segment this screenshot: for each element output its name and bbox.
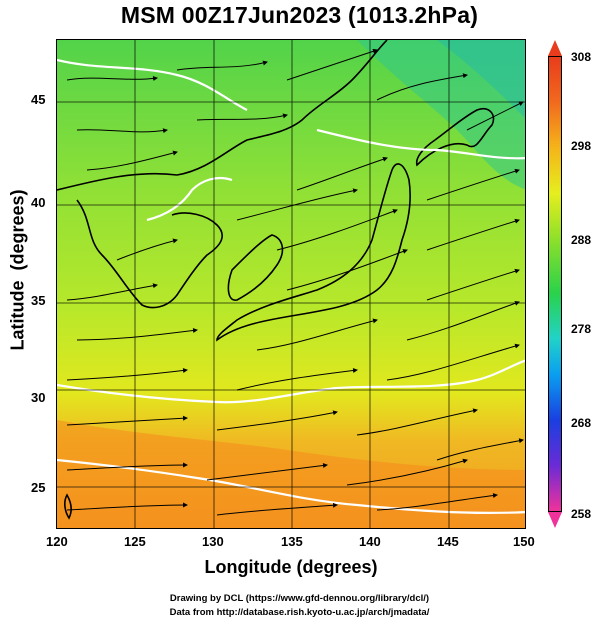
map-title: MSM 00Z17Jun2023 (1013.2hPa) bbox=[120, 2, 479, 28]
warm-region bbox=[57, 420, 525, 528]
colorbar-tick-label: 258 bbox=[571, 507, 592, 521]
x-tick-label: 135 bbox=[281, 534, 303, 549]
x-tick-label: 125 bbox=[124, 534, 146, 549]
colorbar-bottom-arrow bbox=[548, 512, 562, 528]
graticule bbox=[57, 40, 525, 528]
y-tick-label: 25 bbox=[31, 480, 46, 495]
x-tick-label: 120 bbox=[46, 534, 68, 549]
drawing-credit: Drawing by DCL (https://www.gfd-dennou.o… bbox=[169, 593, 430, 604]
temperature-wind-map bbox=[57, 40, 525, 528]
y-tick-label: 40 bbox=[31, 195, 46, 210]
colorbar-tick-label: 278 bbox=[571, 322, 592, 336]
colorbar-tick-label: 308 bbox=[571, 50, 592, 64]
x-tick-label: 150 bbox=[513, 534, 535, 549]
map-panel bbox=[56, 39, 526, 529]
wind-streamlines bbox=[66, 48, 524, 516]
cool-region-core bbox=[437, 40, 525, 119]
coastlines bbox=[57, 40, 495, 520]
cool-region bbox=[357, 40, 525, 190]
x-tick-label: 145 bbox=[437, 534, 459, 549]
y-tick-label: 30 bbox=[31, 390, 46, 405]
colorbar-tick-label: 298 bbox=[571, 139, 592, 153]
x-tick-label: 140 bbox=[359, 534, 381, 549]
y-tick-label: 45 bbox=[31, 92, 46, 107]
colorbar-top-arrow bbox=[548, 40, 562, 56]
colorbar-tick-label: 268 bbox=[571, 416, 592, 430]
y-tick-label: 35 bbox=[31, 293, 46, 308]
temperature-colorbar bbox=[548, 56, 562, 512]
y-axis-label: Latitude (degrees) bbox=[7, 189, 28, 351]
x-tick-label: 130 bbox=[202, 534, 224, 549]
x-axis-label: Longitude (degrees) bbox=[204, 557, 378, 577]
data-credit: Data from http://database.rish.kyoto-u.a… bbox=[169, 607, 430, 618]
colorbar-tick-label: 288 bbox=[571, 233, 592, 247]
